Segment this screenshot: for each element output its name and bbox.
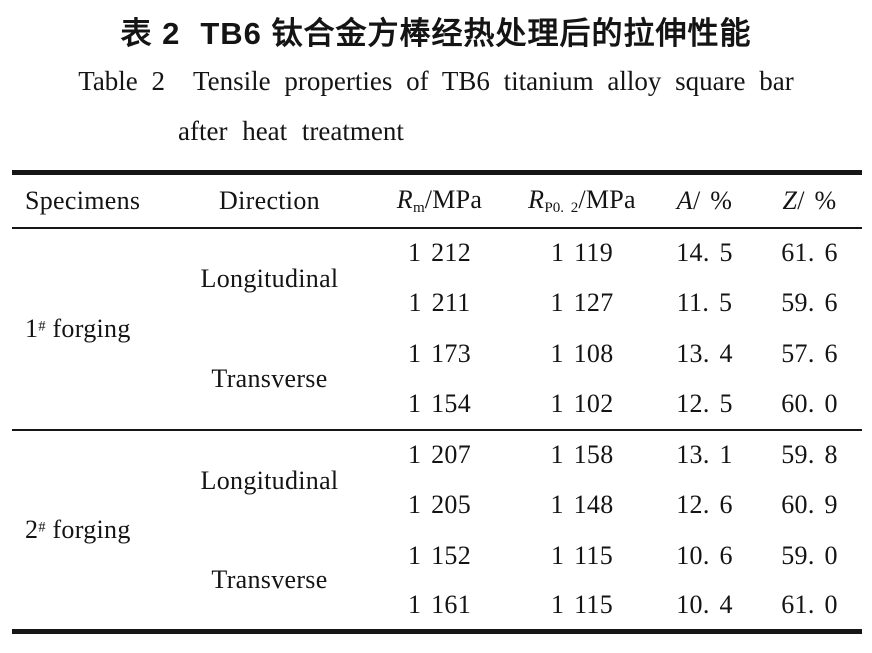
table-title-chinese: 表 2 TB6 钛合金方棒经热处理后的拉伸性能 bbox=[0, 8, 872, 53]
table-number-chinese: 表 2 bbox=[120, 16, 181, 51]
cell-rp02: 1 119 bbox=[550, 238, 614, 268]
header-rp02-unit: /MPa bbox=[578, 184, 636, 214]
cell-reduction: 60. 9 bbox=[781, 490, 838, 520]
cell-rm: 1 154 bbox=[408, 388, 471, 418]
specimen-group-1: 1# forging Longitudinal 1 212 1 119 14. 5… bbox=[12, 228, 862, 430]
table-row: 1 161 1 115 10. 4 61. 0 bbox=[12, 581, 862, 632]
header-rm: Rm/MPa bbox=[367, 173, 512, 228]
cell-elongation: 12. 6 bbox=[676, 490, 733, 520]
specimen-cell: 2# forging bbox=[12, 430, 172, 632]
direction-cell: Transverse bbox=[211, 564, 328, 594]
cell-rp02: 1 108 bbox=[550, 338, 614, 368]
table-row: 1 211 1 127 11. 5 59. 6 bbox=[12, 278, 862, 329]
cell-reduction: 59. 6 bbox=[781, 288, 838, 318]
cell-rp02: 1 115 bbox=[550, 590, 614, 619]
cell-elongation: 12. 5 bbox=[676, 388, 733, 418]
header-reduction-symbol: Z bbox=[782, 185, 798, 215]
cell-reduction: 60. 0 bbox=[781, 388, 838, 418]
table-title-english-line2: after heat treatment bbox=[178, 116, 404, 146]
hash-superscript: # bbox=[38, 519, 46, 536]
cell-reduction: 59. 8 bbox=[781, 440, 838, 470]
cell-elongation: 10. 4 bbox=[676, 590, 733, 619]
table-title-english-text: Tensile properties of TB6 titanium alloy… bbox=[193, 66, 794, 96]
table-row: Transverse 1 173 1 108 13. 4 57. 6 bbox=[12, 329, 862, 393]
specimen-group-2: 2# forging Longitudinal 1 207 1 158 13. 1… bbox=[12, 430, 862, 632]
direction-cell: Transverse bbox=[211, 363, 328, 393]
direction-cell: Longitudinal bbox=[200, 263, 339, 293]
cell-rm: 1 161 bbox=[408, 590, 471, 619]
header-rm-symbol: R bbox=[396, 184, 413, 214]
cell-elongation: 10. 6 bbox=[676, 540, 733, 570]
specimen-number: 1 bbox=[25, 313, 39, 343]
cell-rm: 1 205 bbox=[408, 490, 471, 520]
cell-rm: 1 173 bbox=[408, 338, 471, 368]
specimen-cell: 1# forging bbox=[12, 228, 172, 430]
specimen-label: forging bbox=[52, 514, 131, 544]
hash-superscript: # bbox=[38, 318, 46, 335]
cell-rp02: 1 127 bbox=[550, 288, 614, 318]
specimen-label: forging bbox=[52, 313, 131, 343]
table-title-chinese-text: TB6 钛合金方棒经热处理后的拉伸性能 bbox=[200, 16, 752, 51]
table-number-english: Table 2 bbox=[78, 66, 166, 96]
table-row: 1 205 1 148 12. 6 60. 9 bbox=[12, 480, 862, 531]
cell-reduction: 61. 6 bbox=[781, 238, 838, 268]
header-elongation-symbol: A bbox=[676, 185, 693, 215]
header-reduction-unit: / % bbox=[797, 185, 837, 215]
header-rp02: RP0. 2/MPa bbox=[512, 173, 652, 228]
cell-rm: 1 212 bbox=[408, 238, 471, 268]
cell-reduction: 59. 0 bbox=[781, 540, 838, 570]
header-rm-subscript: m bbox=[412, 199, 425, 216]
table-row: 1# forging Longitudinal 1 212 1 119 14. 5… bbox=[12, 228, 862, 342]
specimen-number: 2 bbox=[25, 514, 39, 544]
header-rp02-symbol: R bbox=[528, 184, 545, 214]
header-elongation: A/ % bbox=[652, 173, 757, 228]
cell-elongation: 14. 5 bbox=[676, 238, 733, 268]
cell-rp02: 1 102 bbox=[550, 388, 614, 418]
table-row: Transverse 1 152 1 115 10. 6 59. 0 bbox=[12, 531, 862, 594]
cell-rm: 1 152 bbox=[408, 540, 471, 570]
cell-reduction: 57. 6 bbox=[781, 338, 838, 368]
table-title-english-line1: Table 2 Tensile properties of TB6 titaniu… bbox=[0, 66, 872, 97]
table-header: Specimens Direction Rm/MPa RP0. 2/MPa A/… bbox=[12, 173, 862, 228]
header-rm-unit: /MPa bbox=[424, 184, 483, 214]
cell-elongation: 13. 1 bbox=[676, 440, 733, 470]
header-row: Specimens Direction Rm/MPa RP0. 2/MPa A/… bbox=[12, 173, 862, 228]
cell-rp02: 1 115 bbox=[550, 540, 614, 570]
header-direction: Direction bbox=[219, 185, 320, 215]
cell-reduction: 61. 0 bbox=[781, 590, 838, 619]
tensile-properties-table: Specimens Direction Rm/MPa RP0. 2/MPa A/… bbox=[12, 170, 862, 634]
header-reduction: Z/ % bbox=[757, 173, 862, 228]
cell-rm: 1 211 bbox=[408, 288, 471, 318]
cell-rm: 1 207 bbox=[408, 440, 471, 470]
header-elongation-unit: / % bbox=[692, 185, 733, 215]
cell-elongation: 13. 4 bbox=[676, 338, 733, 368]
header-specimens: Specimens bbox=[25, 185, 141, 215]
header-rp02-subscript: P0. 2 bbox=[544, 199, 579, 216]
table-row: 2# forging Longitudinal 1 207 1 158 13. 1… bbox=[12, 430, 862, 544]
cell-rp02: 1 148 bbox=[550, 490, 614, 520]
cell-elongation: 11. 5 bbox=[676, 288, 733, 318]
table-row: 1 154 1 102 12. 5 60. 0 bbox=[12, 379, 862, 430]
cell-rp02: 1 158 bbox=[550, 440, 614, 470]
direction-cell: Longitudinal bbox=[200, 465, 339, 495]
